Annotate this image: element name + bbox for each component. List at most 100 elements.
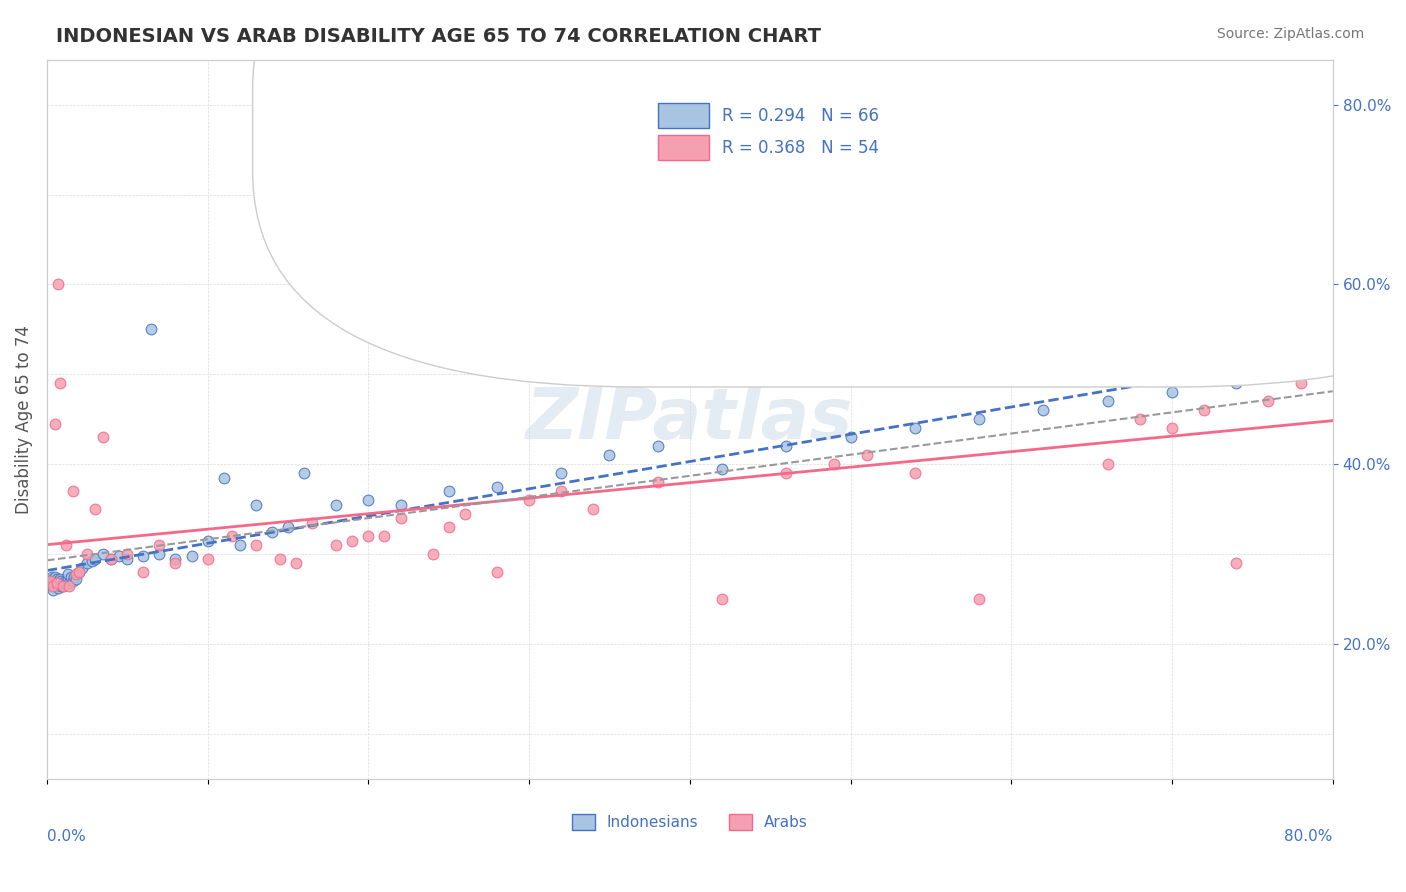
Point xyxy=(389,511,412,525)
Point xyxy=(62,484,84,499)
Point xyxy=(277,520,299,534)
Point xyxy=(1097,458,1119,472)
Point xyxy=(51,574,73,589)
Point xyxy=(517,493,540,508)
Point xyxy=(67,566,90,580)
Point xyxy=(301,516,323,530)
Point xyxy=(48,573,70,587)
Point xyxy=(44,576,66,591)
Point xyxy=(65,573,87,587)
Point xyxy=(197,533,219,548)
Point xyxy=(1097,394,1119,409)
Point xyxy=(108,549,131,563)
Point xyxy=(197,551,219,566)
Point xyxy=(967,412,990,426)
Point xyxy=(63,570,86,584)
Point xyxy=(855,448,877,462)
Point xyxy=(598,448,620,462)
Point xyxy=(141,322,163,336)
Point xyxy=(56,573,79,587)
Point xyxy=(37,574,59,589)
Point xyxy=(84,502,107,516)
Point xyxy=(91,430,114,444)
Point xyxy=(59,570,82,584)
Y-axis label: Disability Age 65 to 74: Disability Age 65 to 74 xyxy=(15,325,32,514)
Point xyxy=(221,529,243,543)
Text: 80.0%: 80.0% xyxy=(1285,829,1333,844)
Point xyxy=(39,574,62,589)
Point xyxy=(132,566,155,580)
Point xyxy=(1129,412,1152,426)
Point xyxy=(117,551,139,566)
Point xyxy=(1032,403,1054,417)
Bar xyxy=(658,136,709,161)
Point xyxy=(212,471,235,485)
Point xyxy=(45,573,67,587)
Point xyxy=(1225,376,1247,391)
Point xyxy=(84,551,107,566)
Point xyxy=(39,574,62,589)
Point xyxy=(41,570,63,584)
Point xyxy=(132,549,155,563)
Point xyxy=(357,529,380,543)
Point xyxy=(51,579,73,593)
Point xyxy=(269,551,291,566)
Point xyxy=(710,462,733,476)
Point xyxy=(45,579,67,593)
Point xyxy=(325,498,347,512)
Point xyxy=(55,576,77,591)
Point xyxy=(76,556,98,570)
Point xyxy=(373,529,395,543)
Point xyxy=(775,467,797,481)
Point xyxy=(342,533,364,548)
Point xyxy=(904,421,927,435)
FancyBboxPatch shape xyxy=(253,0,1406,387)
Point xyxy=(52,576,75,591)
Point xyxy=(91,547,114,561)
Point xyxy=(550,484,572,499)
Point xyxy=(1225,556,1247,570)
Point xyxy=(1289,376,1312,391)
Point xyxy=(41,579,63,593)
Point xyxy=(325,538,347,552)
Point xyxy=(46,574,69,589)
Point xyxy=(967,592,990,607)
Point xyxy=(245,498,267,512)
Point xyxy=(245,538,267,552)
Point xyxy=(292,467,315,481)
Point xyxy=(165,551,187,566)
Point xyxy=(357,493,380,508)
Point xyxy=(148,538,170,552)
Point xyxy=(839,430,862,444)
Point xyxy=(100,551,122,566)
Point xyxy=(62,574,84,589)
Point xyxy=(1161,421,1184,435)
Point xyxy=(485,566,508,580)
Point xyxy=(55,538,77,552)
Point xyxy=(70,560,93,574)
Point xyxy=(48,576,70,591)
Point xyxy=(582,502,605,516)
Point xyxy=(56,567,79,582)
Point xyxy=(52,579,75,593)
Point xyxy=(42,579,65,593)
Point xyxy=(65,567,87,582)
Text: 0.0%: 0.0% xyxy=(46,829,86,844)
Text: Source: ZipAtlas.com: Source: ZipAtlas.com xyxy=(1216,27,1364,41)
Legend: Indonesians, Arabs: Indonesians, Arabs xyxy=(565,808,814,836)
Point xyxy=(117,547,139,561)
Bar xyxy=(658,103,709,128)
Point xyxy=(775,439,797,453)
Point xyxy=(824,458,846,472)
Point xyxy=(285,556,308,570)
Point xyxy=(58,579,80,593)
Point xyxy=(46,277,69,292)
Point xyxy=(647,475,669,490)
Point xyxy=(58,576,80,591)
Point xyxy=(42,573,65,587)
Point xyxy=(45,576,67,591)
Point xyxy=(1289,368,1312,382)
Point xyxy=(148,547,170,561)
Text: R = 0.368   N = 54: R = 0.368 N = 54 xyxy=(721,139,879,157)
Point xyxy=(53,574,76,589)
